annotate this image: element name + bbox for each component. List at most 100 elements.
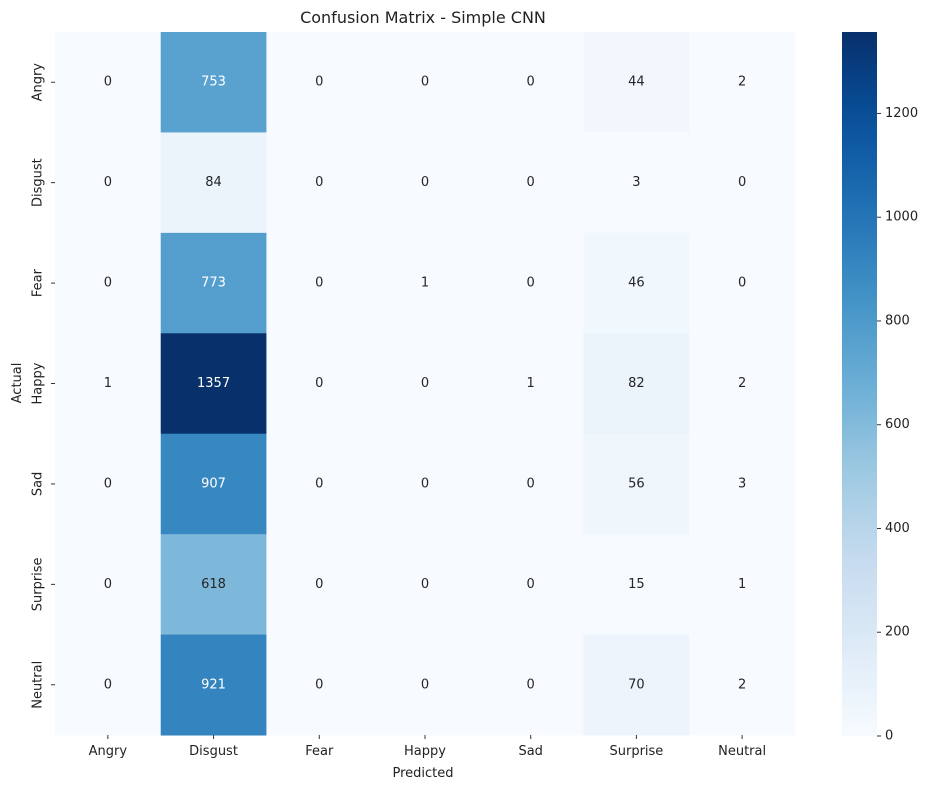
heatmap-cell	[160, 132, 267, 234]
colorbar-tick-label: 600	[885, 417, 910, 432]
cell-value-label: 0	[527, 476, 535, 491]
y-tick-label: Disgust	[31, 158, 46, 207]
cell-value-label: 82	[628, 376, 645, 391]
heatmap-cell	[160, 534, 267, 636]
cell-value-label: 0	[104, 476, 112, 491]
heatmap-cell	[55, 132, 162, 234]
cell-value-label: 618	[201, 577, 226, 592]
cell-value-label: 773	[201, 276, 226, 291]
heatmap-cell	[372, 232, 479, 334]
cell-value-label: 1357	[197, 376, 230, 391]
heatmap-cell	[372, 534, 479, 636]
colorbar-tick-label: 1200	[885, 106, 918, 121]
heatmap-cell	[266, 534, 373, 636]
heatmap-cell	[689, 534, 796, 636]
colorbar: 0 200 400 600 800 1000 1200	[842, 32, 918, 744]
heatmap-cell	[689, 634, 796, 736]
y-axis-label: Actual	[10, 363, 25, 404]
cell-value-label: 0	[104, 276, 112, 291]
cell-value-label: 921	[201, 677, 226, 692]
heatmap-cell	[583, 132, 690, 234]
cell-value-label: 0	[315, 75, 323, 90]
heatmap-cell	[477, 534, 585, 636]
x-tick-label: Neutral	[718, 744, 766, 759]
heatmap-cells	[55, 32, 796, 736]
heatmap-cell	[372, 634, 479, 736]
heatmap-cell	[55, 634, 162, 736]
heatmap-cell-labels: 0 753 0 0 0 44 2 0 84 0 0 0 3 0 0 773 0 1 0 46 0 1 1357 0 0 1 82 2 0…	[104, 75, 747, 693]
heatmap-cell	[583, 634, 690, 736]
cell-value-label: 0	[315, 175, 323, 190]
cell-value-label: 0	[315, 577, 323, 592]
y-tick-label: Neutral	[31, 661, 46, 709]
x-tick-label: Disgust	[189, 744, 238, 759]
heatmap-cell	[689, 232, 796, 334]
heatmap-cell	[583, 534, 690, 636]
cell-value-label: 1	[527, 376, 535, 391]
cell-value-label: 56	[628, 476, 645, 491]
cell-value-label: 15	[628, 577, 645, 592]
cell-value-label: 0	[104, 175, 112, 190]
heatmap-cell	[477, 634, 585, 736]
cell-value-label: 0	[315, 376, 323, 391]
cell-value-label: 0	[421, 476, 429, 491]
heatmap-cell	[477, 32, 585, 133]
x-tick-label: Surprise	[609, 744, 663, 759]
heatmap-cell	[583, 433, 690, 535]
heatmap-cell	[160, 232, 267, 334]
cell-value-label: 0	[527, 276, 535, 291]
y-tick-label: Sad	[31, 472, 46, 496]
heatmap-cell	[477, 433, 585, 535]
colorbar-tick-label: 0	[885, 729, 893, 744]
heatmap-cell	[266, 634, 373, 736]
heatmap-cell	[689, 433, 796, 535]
heatmap-cell	[372, 433, 479, 535]
heatmap-cell	[55, 232, 162, 334]
cell-value-label: 0	[738, 276, 746, 291]
x-axis-label: Predicted	[392, 766, 453, 781]
heatmap-cell	[55, 433, 162, 535]
heatmap-cell	[266, 32, 373, 133]
x-tick-label: Sad	[518, 744, 542, 759]
cell-value-label: 44	[628, 75, 645, 90]
y-axis-ticks: Angry Disgust Fear Happy Sad Surprise Neutral	[31, 63, 55, 709]
cell-value-label: 0	[421, 577, 429, 592]
y-tick-label: Fear	[31, 268, 46, 297]
cell-value-label: 2	[738, 75, 746, 90]
cell-value-label: 0	[421, 677, 429, 692]
heatmap-cell	[583, 232, 690, 334]
cell-value-label: 0	[738, 175, 746, 190]
cell-value-label: 0	[527, 75, 535, 90]
heatmap-cell	[372, 32, 479, 133]
x-axis-ticks: Angry Disgust Fear Happy Sad Surprise Neutral	[89, 735, 766, 759]
heatmap-cell	[477, 333, 585, 435]
cell-value-label: 0	[315, 276, 323, 291]
cell-value-label: 0	[527, 175, 535, 190]
cell-value-label: 0	[421, 75, 429, 90]
heatmap-cell	[583, 32, 690, 133]
x-tick-label: Happy	[404, 744, 446, 759]
heatmap-cell	[689, 132, 796, 234]
cell-value-label: 3	[738, 476, 746, 491]
heatmap-cell	[266, 333, 373, 435]
heatmap-cell	[372, 132, 479, 234]
y-tick-label: Angry	[31, 63, 46, 102]
cell-value-label: 0	[315, 476, 323, 491]
cell-value-label: 70	[628, 677, 645, 692]
cell-value-label: 84	[205, 175, 222, 190]
colorbar-gradient	[842, 32, 877, 736]
heatmap-cell	[689, 333, 796, 435]
heatmap-cell	[160, 32, 267, 133]
heatmap-cell	[583, 333, 690, 435]
cell-value-label: 0	[104, 75, 112, 90]
x-tick-label: Angry	[89, 744, 128, 759]
heatmap-cell	[266, 433, 373, 535]
heatmap-cell	[266, 132, 373, 234]
cell-value-label: 0	[421, 376, 429, 391]
heatmap-cell	[55, 534, 162, 636]
cell-value-label: 1	[738, 577, 746, 592]
cell-value-label: 1	[104, 376, 112, 391]
heatmap-cell	[266, 232, 373, 334]
x-tick-label: Fear	[305, 744, 334, 759]
